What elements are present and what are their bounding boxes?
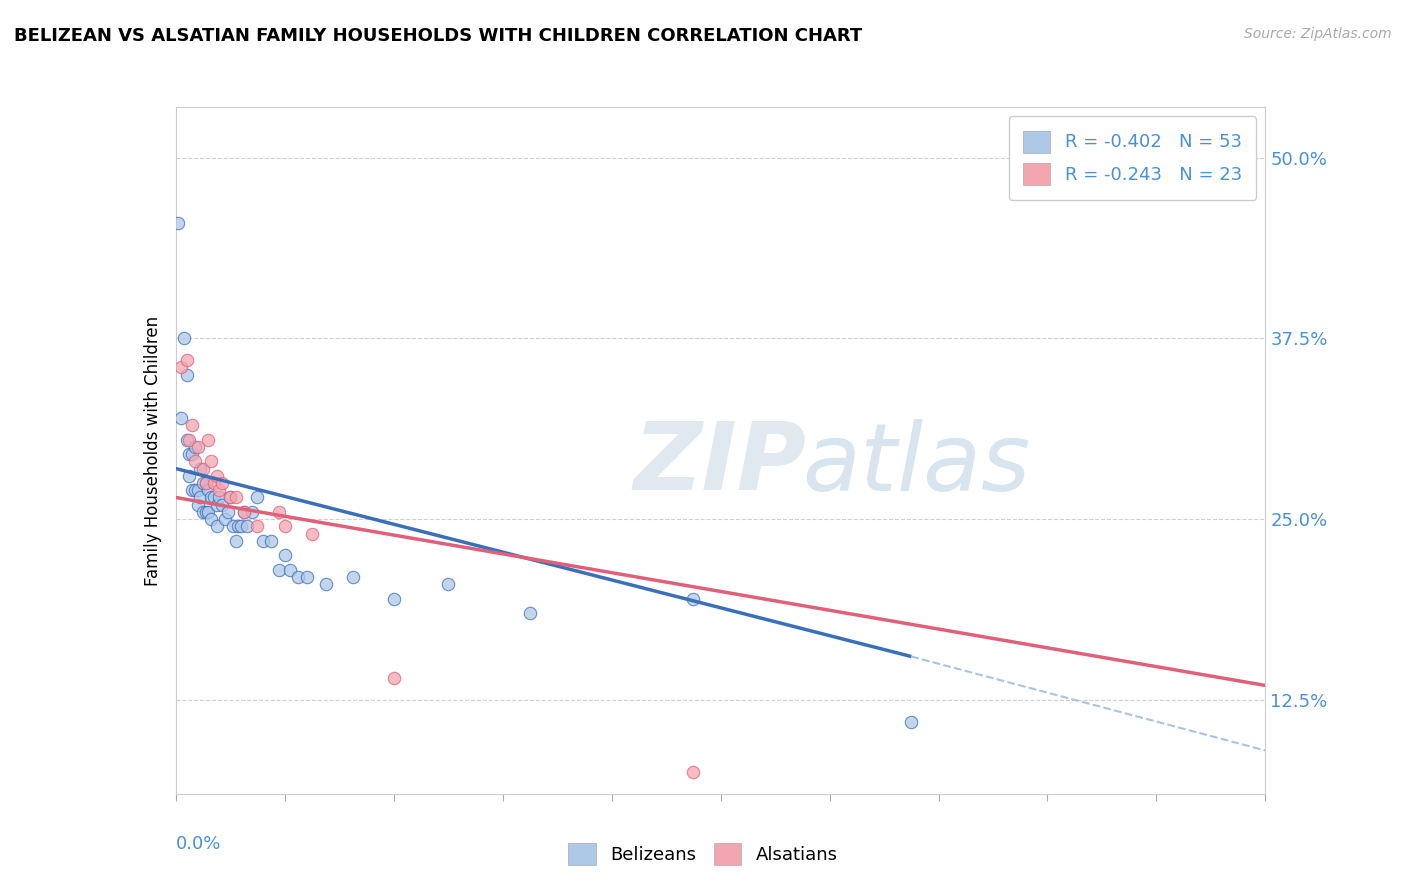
Point <box>184 454 207 468</box>
Point <box>219 491 242 505</box>
Point <box>235 519 257 533</box>
Point <box>211 498 233 512</box>
Point <box>194 505 217 519</box>
Point <box>186 498 209 512</box>
Point <box>186 440 209 454</box>
Point <box>197 433 219 447</box>
Point <box>170 411 193 425</box>
Point <box>179 433 201 447</box>
Text: 0.0%: 0.0% <box>176 835 221 853</box>
Point <box>208 483 231 498</box>
Point <box>217 505 239 519</box>
Point <box>176 353 198 368</box>
Point <box>231 519 253 533</box>
Point <box>167 216 190 230</box>
Point <box>205 468 228 483</box>
Point <box>188 491 211 505</box>
Point <box>184 483 207 498</box>
Point <box>184 440 207 454</box>
Point <box>437 577 460 591</box>
Point <box>278 563 301 577</box>
Point <box>197 483 219 498</box>
Point <box>181 418 204 433</box>
Point <box>179 468 201 483</box>
Point <box>222 519 245 533</box>
Point <box>179 447 201 461</box>
Text: Source: ZipAtlas.com: Source: ZipAtlas.com <box>1244 27 1392 41</box>
Point <box>176 368 198 382</box>
Point <box>200 491 222 505</box>
Text: ZIP: ZIP <box>633 418 806 510</box>
Point <box>188 461 211 475</box>
Point <box>176 433 198 447</box>
Point <box>214 512 236 526</box>
Point <box>191 505 214 519</box>
Point <box>202 491 225 505</box>
Point <box>274 549 297 563</box>
Point <box>205 498 228 512</box>
Point <box>205 519 228 533</box>
Legend: Belizeans, Alsatians: Belizeans, Alsatians <box>560 834 846 874</box>
Point <box>269 563 291 577</box>
Point <box>232 505 254 519</box>
Point <box>342 570 364 584</box>
Point <box>186 483 209 498</box>
Text: BELIZEAN VS ALSATIAN FAMILY HOUSEHOLDS WITH CHILDREN CORRELATION CHART: BELIZEAN VS ALSATIAN FAMILY HOUSEHOLDS W… <box>14 27 862 45</box>
Point <box>208 491 231 505</box>
Point <box>170 360 193 375</box>
Point <box>181 483 204 498</box>
Point <box>191 475 214 490</box>
Point <box>287 570 309 584</box>
Point <box>260 533 283 548</box>
Legend: R = -0.402   N = 53, R = -0.243   N = 23: R = -0.402 N = 53, R = -0.243 N = 23 <box>1008 116 1257 200</box>
Point <box>225 491 247 505</box>
Point <box>197 505 219 519</box>
Point <box>315 577 337 591</box>
Point <box>682 591 704 606</box>
Point <box>191 461 214 475</box>
Point <box>252 533 274 548</box>
Point <box>240 505 263 519</box>
Point <box>382 591 405 606</box>
Point <box>269 505 291 519</box>
Point <box>682 765 704 780</box>
Point <box>295 570 318 584</box>
Point <box>200 454 222 468</box>
Point <box>246 491 269 505</box>
Point <box>274 519 297 533</box>
Point <box>900 714 922 729</box>
Y-axis label: Family Households with Children: Family Households with Children <box>143 316 162 585</box>
Point <box>225 533 247 548</box>
Point <box>219 491 242 505</box>
Point <box>194 475 217 490</box>
Text: atlas: atlas <box>803 418 1031 509</box>
Point <box>228 519 250 533</box>
Point <box>202 475 225 490</box>
Point <box>200 512 222 526</box>
Point <box>382 671 405 685</box>
Point <box>211 475 233 490</box>
Point <box>194 475 217 490</box>
Point <box>519 606 541 620</box>
Point <box>301 526 323 541</box>
Point <box>173 331 195 345</box>
Point <box>232 505 254 519</box>
Point <box>246 519 269 533</box>
Point <box>181 447 204 461</box>
